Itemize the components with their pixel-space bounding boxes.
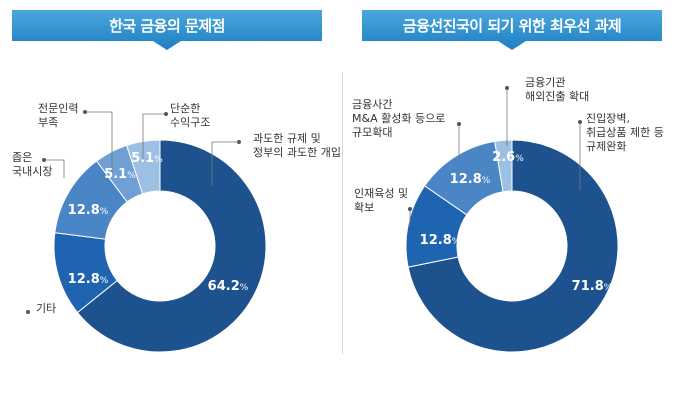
- value-label-0-3: 5.1%: [104, 167, 136, 182]
- leader-dot-0-4: [164, 112, 168, 116]
- leader-line-0-4: [142, 113, 166, 162]
- category-label-0-3: 전문인력 부족: [38, 102, 78, 129]
- leader-dot-0-2: [42, 158, 46, 162]
- left-chart-title: 한국 금융의 문제점: [109, 17, 225, 35]
- donut-slice-0-4: [125, 139, 161, 195]
- leader-dot-1-1: [408, 207, 412, 211]
- leader-dot-0-0: [237, 140, 241, 144]
- donut-slice-0-0: [76, 139, 267, 353]
- value-label-1-3: 2.6%: [492, 150, 524, 165]
- leader-dot-1-2: [457, 122, 461, 126]
- category-label-0-1: 기타: [36, 302, 56, 315]
- category-label-1-1: 인재육성 및 확보: [354, 187, 408, 214]
- donut-slice-1-3: [494, 139, 513, 193]
- leader-line-0-2: [44, 159, 65, 178]
- value-label-0-1: 12.8%: [68, 272, 109, 287]
- category-label-1-0: 진입장벽, 취급상품 제한 등 규제완화: [586, 112, 664, 153]
- right-chart-title: 금융선진국이 되기 위한 최우선 과제: [402, 17, 622, 35]
- banner-ribbon-right: [362, 10, 662, 50]
- chart-divider: [342, 72, 343, 354]
- left-chart-title-banner: 한국 금융의 문제점: [12, 10, 322, 50]
- banner-ribbon-left: [12, 10, 322, 50]
- leader-dot-0-1: [26, 310, 30, 314]
- category-label-1-2: 금융사간 M&A 활성화 등으로 규모확대: [352, 98, 445, 139]
- category-label-0-0: 과도한 규제 및 정부의 과도한 개입: [253, 132, 341, 159]
- leader-line-0-3: [85, 111, 113, 176]
- donut-slice-1-0: [407, 139, 619, 353]
- value-label-1-2: 12.8%: [450, 172, 491, 187]
- leader-dot-1-0: [578, 120, 582, 124]
- right-chart-title-banner: 금융선진국이 되기 위한 최우선 과제: [362, 10, 662, 50]
- leader-dot-1-3: [505, 86, 509, 90]
- category-label-0-4: 단순한 수익구조: [170, 102, 210, 129]
- value-label-1-0: 71.8%: [572, 279, 613, 294]
- value-label-0-4: 5.1%: [131, 151, 163, 166]
- leader-line-0-0: [211, 141, 239, 186]
- leader-dot-0-3: [83, 110, 87, 114]
- category-label-1-3: 금융기관 해외진출 확대: [525, 76, 589, 103]
- value-label-0-2: 12.8%: [68, 203, 109, 218]
- value-label-0-0: 64.2%: [208, 279, 249, 294]
- value-label-1-1: 12.8%: [420, 233, 461, 248]
- category-label-0-2: 좁은 국내시장: [12, 151, 52, 178]
